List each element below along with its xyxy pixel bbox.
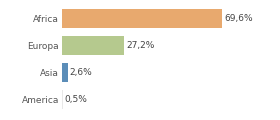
Text: 27,2%: 27,2%: [126, 41, 155, 50]
Bar: [62, 90, 63, 109]
Text: 0,5%: 0,5%: [65, 95, 87, 104]
Text: 69,6%: 69,6%: [224, 14, 253, 23]
Bar: [62, 63, 67, 82]
Bar: [62, 36, 124, 55]
Bar: [62, 9, 222, 28]
Text: 2,6%: 2,6%: [69, 68, 92, 77]
